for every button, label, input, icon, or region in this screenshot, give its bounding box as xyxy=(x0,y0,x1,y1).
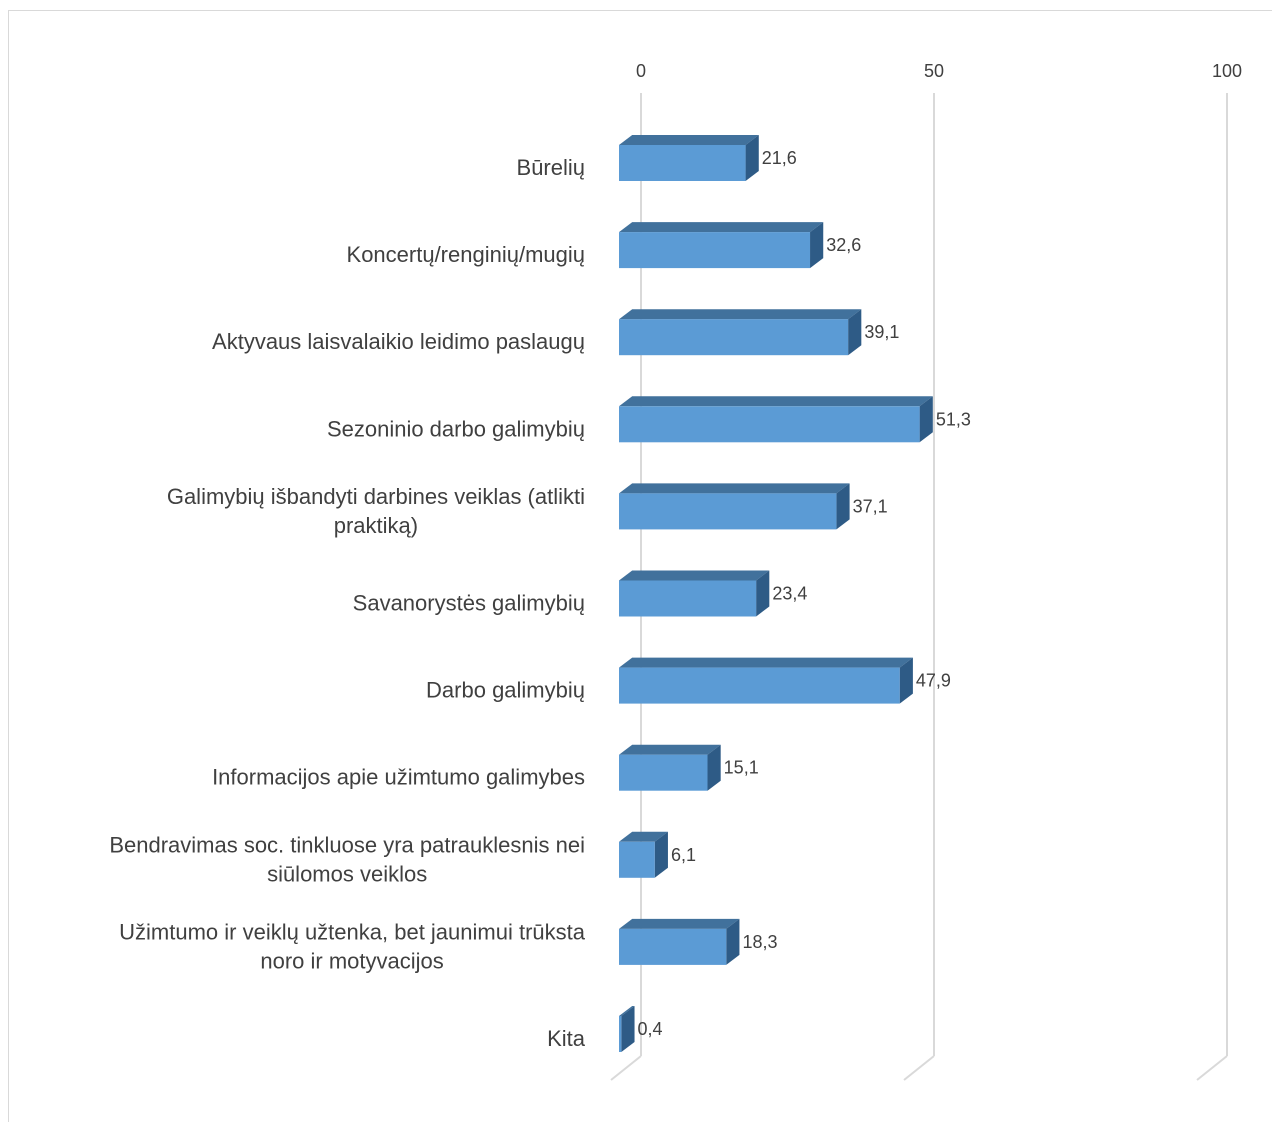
bar-side-0 xyxy=(745,135,759,181)
bar-side-4 xyxy=(836,483,850,530)
chart-frame xyxy=(8,10,1272,1122)
x-tick-label-0: 0 xyxy=(636,61,646,81)
bar-side-7 xyxy=(707,744,721,791)
data-label-7: 15,1 xyxy=(724,758,759,778)
bar-side-6 xyxy=(899,657,913,704)
data-label-0: 21,6 xyxy=(762,148,797,168)
bar-6 xyxy=(619,667,900,704)
bar-top-0 xyxy=(619,135,759,145)
bar-top-6 xyxy=(619,657,913,668)
bar-7 xyxy=(619,754,708,791)
data-label-10: 0,4 xyxy=(638,1019,663,1039)
bar-1 xyxy=(619,232,811,269)
floor-gridline-0 xyxy=(610,1055,642,1081)
bar-top-2 xyxy=(619,309,862,320)
x-tick-label-50: 50 xyxy=(924,61,944,81)
bar-10 xyxy=(619,1016,622,1052)
bar-top-3 xyxy=(619,396,933,407)
category-label-9-line-0: Užimtumo ir veiklų užtenka, bet jaunimui… xyxy=(119,919,586,944)
x-tick-label-100: 100 xyxy=(1212,61,1242,81)
category-label-10: Kita xyxy=(547,1026,586,1051)
bar-top-5 xyxy=(619,570,770,581)
category-label-5: Savanorystės galimybių xyxy=(353,591,585,616)
bar-4 xyxy=(619,493,837,530)
category-label-4-line-0: Galimybių išbandyti darbines veiklas (at… xyxy=(167,484,585,509)
data-label-4: 37,1 xyxy=(853,496,888,516)
bar-side-3 xyxy=(919,396,933,443)
data-label-9: 18,3 xyxy=(742,932,777,952)
bar-top-7 xyxy=(619,744,721,755)
bar-top-8 xyxy=(619,831,668,842)
data-label-3: 51,3 xyxy=(936,409,971,429)
category-label-3: Sezoninio darbo galimybių xyxy=(327,416,585,441)
bar-5 xyxy=(619,580,757,617)
category-label-4-line-1: praktiką) xyxy=(334,513,418,538)
category-label-8-line-1: siūlomos veiklos xyxy=(267,861,427,886)
category-label-7: Informacijos apie užimtumo galimybes xyxy=(212,765,585,790)
bar-top-9 xyxy=(619,918,740,929)
category-label-9-line-1: noro ir motyvacijos xyxy=(260,948,443,973)
bar-3 xyxy=(619,406,920,443)
data-label-5: 23,4 xyxy=(772,584,807,604)
bar-side-5 xyxy=(756,570,770,617)
floor-gridline-100 xyxy=(1196,1055,1228,1081)
bar-side-10 xyxy=(621,1006,635,1052)
floor-gridline-50 xyxy=(903,1055,935,1081)
category-label-1: Koncertų/renginių/mugių xyxy=(347,242,585,267)
bar-top-1 xyxy=(619,222,824,233)
data-label-6: 47,9 xyxy=(916,671,951,691)
bar-top-10 xyxy=(619,1006,635,1016)
bar-side-9 xyxy=(726,918,740,965)
category-label-0: Būrelių xyxy=(517,155,585,180)
category-label-6: Darbo galimybių xyxy=(426,678,585,703)
bar-8 xyxy=(619,841,655,878)
category-label-8-line-0: Bendravimas soc. tinkluose yra patraukle… xyxy=(109,832,585,857)
bar-side-8 xyxy=(654,831,668,878)
bar-top-4 xyxy=(619,483,850,494)
data-label-8: 6,1 xyxy=(671,845,696,865)
category-label-2: Aktyvaus laisvalaikio leidimo paslaugų xyxy=(212,329,585,354)
data-label-1: 32,6 xyxy=(826,235,861,255)
data-label-2: 39,1 xyxy=(864,322,899,342)
bar-9 xyxy=(619,928,727,965)
bar-0 xyxy=(619,145,746,181)
bar-2 xyxy=(619,319,849,356)
bar-side-2 xyxy=(848,309,862,356)
bar-side-1 xyxy=(810,222,824,269)
